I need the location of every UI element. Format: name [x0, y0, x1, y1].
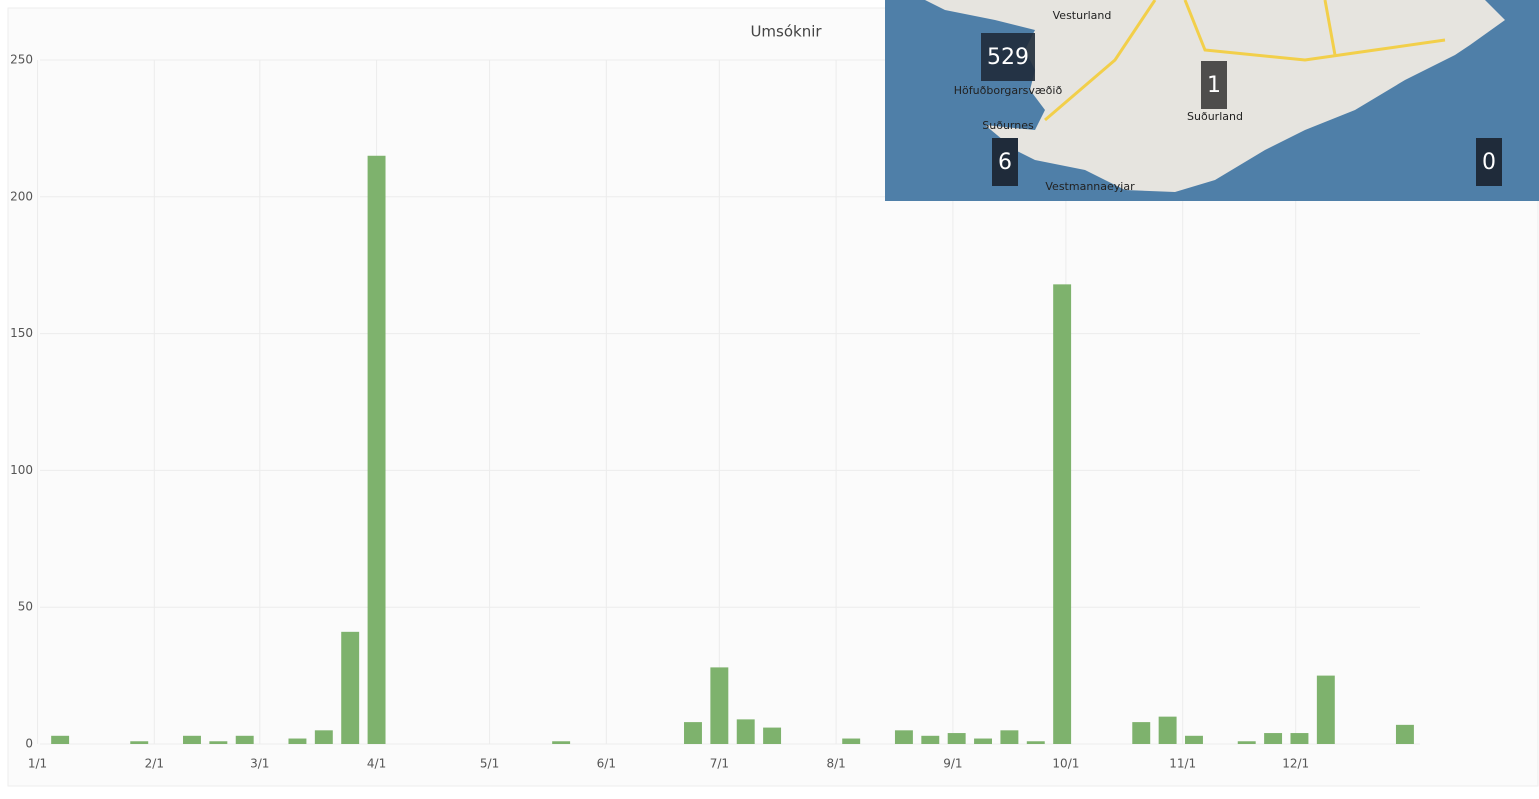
count: 0	[1482, 150, 1496, 175]
y-tick-label: 150	[10, 326, 33, 340]
x-tick-label: 5/1	[480, 757, 499, 771]
x-tick-label: 11/1	[1169, 757, 1196, 771]
bar	[183, 735, 201, 744]
bar	[1026, 741, 1045, 744]
count: 1	[1207, 73, 1221, 98]
region-label: Höfuðborgarsvæðið	[954, 84, 1063, 97]
y-tick-label: 200	[10, 189, 33, 203]
bar	[1290, 733, 1309, 744]
region-label: Suðurland	[1187, 110, 1243, 123]
bar	[1316, 675, 1335, 744]
bar	[736, 719, 755, 744]
count-box	[1476, 138, 1502, 186]
count: 529	[987, 45, 1029, 70]
bar	[684, 722, 702, 744]
region-label: Vestmannaeyjar	[1045, 180, 1135, 193]
bar	[1185, 735, 1203, 744]
y-tick-label: 100	[10, 463, 33, 477]
bar	[1395, 724, 1414, 744]
count-box	[981, 33, 1035, 81]
bar	[763, 727, 782, 744]
x-tick-label: 2/1	[145, 757, 164, 771]
x-tick-label: 6/1	[597, 757, 616, 771]
bar	[710, 667, 729, 744]
bar	[552, 741, 571, 744]
bar	[341, 631, 360, 744]
x-tick-label: 8/1	[826, 757, 845, 771]
roads	[1044, 0, 1446, 122]
count-box	[992, 138, 1018, 186]
bar	[1053, 284, 1072, 744]
y-tick-label: 50	[18, 600, 33, 614]
bar	[921, 735, 940, 744]
bar	[51, 735, 70, 744]
bar	[209, 741, 228, 744]
bar	[974, 738, 993, 744]
chart-title: Umsóknir	[750, 23, 822, 41]
x-tick-label: 4/1	[367, 757, 386, 771]
x-tick-label: 10/1	[1052, 757, 1079, 771]
bar	[1132, 722, 1151, 744]
bar	[1000, 730, 1019, 744]
bar	[894, 730, 913, 744]
x-tick-label: 12/1	[1282, 757, 1309, 771]
bar	[130, 741, 149, 744]
bar	[1237, 741, 1256, 744]
bar	[1158, 716, 1177, 744]
bar	[1264, 733, 1283, 744]
y-tick-label: 0	[25, 737, 33, 751]
x-tick-label: 3/1	[250, 757, 269, 771]
region-label: Suðurnes	[982, 119, 1034, 132]
y-tick-label: 250	[10, 53, 33, 67]
bar	[314, 730, 333, 744]
count: 6	[998, 150, 1012, 175]
count-box	[1201, 61, 1227, 109]
bar	[947, 733, 966, 744]
bar	[842, 738, 861, 744]
map: Vesturland 529 Höfuðborgarsvæðið 1 Suður…	[885, 0, 1539, 201]
x-tick-label: 7/1	[710, 757, 729, 771]
region-label: Vesturland	[1053, 9, 1112, 22]
bar	[235, 735, 254, 744]
x-tick-label: 9/1	[943, 757, 962, 771]
bar	[288, 738, 307, 744]
bar	[367, 155, 386, 744]
x-tick-label: 1/1	[28, 757, 47, 771]
